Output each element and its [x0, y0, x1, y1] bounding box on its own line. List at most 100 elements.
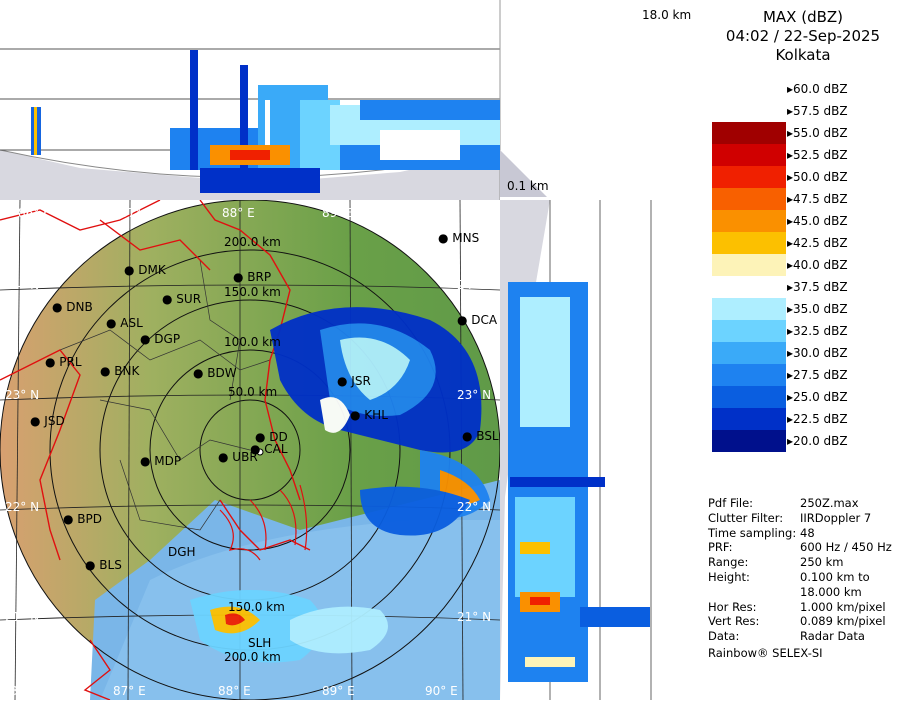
- place-mdp: ● MDP: [140, 454, 182, 468]
- color-scale-swatch: [712, 254, 786, 276]
- radar-map[interactable]: ● MNS ● DMK ● BRP ● DNB ● SUR ● ASL ● DG…: [0, 200, 500, 700]
- lat-left-21: 21° N: [5, 610, 40, 624]
- info-value: 1.000 km/pixel: [800, 599, 886, 614]
- lon-top-88: 88° E: [222, 206, 255, 220]
- lat-left-24: 24° N: [5, 278, 40, 292]
- color-scale-swatch: [712, 298, 786, 320]
- color-scale-swatch: [712, 320, 786, 342]
- place-mns: ● MNS: [438, 231, 480, 245]
- lat-left-23: 23° N: [5, 388, 40, 402]
- place-khl: ● KHL: [350, 408, 388, 422]
- lon-top-90: 90° E: [420, 206, 453, 220]
- height-top-label: 18.0 km: [642, 8, 692, 22]
- color-scale-label: ▸45.0 dBZ: [787, 214, 848, 228]
- color-scale-swatch: [712, 364, 786, 386]
- lat-left-22: 22° N: [5, 500, 40, 514]
- color-scale-label: ▸40.0 dBZ: [787, 258, 848, 272]
- info-value: 600 Hz / 450 Hz: [800, 540, 892, 555]
- height-bottom-label: 0.1 km: [507, 179, 549, 193]
- info-value: Radar Data: [800, 629, 865, 644]
- info-key: Time sampling:: [708, 525, 797, 540]
- place-bpd: ● BPD: [63, 512, 103, 526]
- info-key: Hor Res:: [708, 599, 757, 614]
- info-value: 250 km: [800, 555, 844, 570]
- color-scale-label: ▸27.5 dBZ: [787, 368, 848, 382]
- place-bsl: ● BSL: [462, 429, 499, 443]
- place-slh: SLH: [248, 636, 272, 650]
- color-scale-label: ▸42.5 dBZ: [787, 236, 848, 250]
- info-value: 0.100 km to: [800, 570, 870, 584]
- info-key: Clutter Filter:: [708, 510, 784, 525]
- ring-label-150: 150.0 km: [224, 285, 281, 299]
- color-scale-swatch: [712, 144, 786, 166]
- lon-bottom-87: 87° E: [113, 684, 146, 698]
- color-scale-swatch: [712, 342, 786, 364]
- place-dd: ● DD: [255, 430, 288, 444]
- info-value: 18.000 km: [800, 584, 862, 599]
- lon-top-89: 89° E: [322, 206, 355, 220]
- place-dca: ● DCA: [457, 313, 498, 327]
- place-jsr: ● JSR: [337, 374, 371, 388]
- ns-profile-panel: [500, 197, 700, 700]
- lat-right-21: 21° N: [457, 610, 492, 624]
- lat-right-24: 24° N: [457, 278, 492, 292]
- color-scale-label: ▸57.5 dBZ: [787, 104, 848, 118]
- place-brp: ● BRP: [233, 270, 272, 284]
- lon-bottom-90: 90° E: [425, 684, 458, 698]
- color-scale-swatch: [712, 386, 786, 408]
- color-scale-swatch: [712, 232, 786, 254]
- color-scale-swatch: [712, 276, 786, 298]
- station-label: Kolkata: [775, 46, 831, 64]
- place-dgh: DGH: [168, 545, 196, 559]
- color-scale-label: ▸47.5 dBZ: [787, 192, 848, 206]
- color-scale-label: ▸50.0 dBZ: [787, 170, 848, 184]
- place-ubr: ● UBR: [218, 450, 258, 464]
- place-jsd: ● JSD: [30, 414, 65, 428]
- ring-label-100: 100.0 km: [224, 335, 281, 349]
- color-scale-swatch: [712, 100, 786, 122]
- color-scale-label: ▸52.5 dBZ: [787, 148, 848, 162]
- color-scale-swatch: [712, 188, 786, 210]
- lon-bottom-88: 88° E: [218, 684, 251, 698]
- product-title: MAX (dBZ): [762, 8, 844, 26]
- place-bdw: ● BDW: [193, 366, 237, 380]
- color-scale-swatch: [712, 122, 786, 144]
- place-dnb: ● DNB: [52, 300, 93, 314]
- place-bnk: ● BNK: [100, 364, 140, 378]
- ring-label-south-150: 150.0 km: [228, 600, 285, 614]
- color-scale-label: ▸32.5 dBZ: [787, 324, 848, 338]
- color-scale-swatch: [712, 166, 786, 188]
- info-value: 48: [800, 525, 815, 540]
- lon-top-86: 86° E: [18, 206, 51, 220]
- place-prl: ● PRL: [45, 355, 82, 369]
- info-key: Height:: [708, 570, 750, 584]
- color-scale-label: ▸25.0 dBZ: [787, 390, 848, 404]
- place-sur: ● SUR: [162, 292, 202, 306]
- color-scale-swatch: [712, 430, 786, 452]
- info-key: Vert Res:: [708, 614, 760, 629]
- place-bls: ● BLS: [85, 558, 122, 572]
- radar-map-graphic: [0, 200, 500, 700]
- lon-bottom-86: 86° E: [10, 684, 43, 698]
- place-dmk: ● DMK: [124, 263, 166, 277]
- lat-right-22: 22° N: [457, 500, 492, 514]
- place-cal: ● CAL: [250, 442, 288, 456]
- place-asl: ● ASL: [106, 316, 143, 330]
- we-profile-panel: 18.0 km 0.1 km: [0, 0, 700, 200]
- place-dgp: ● DGP: [140, 332, 181, 346]
- footer-credit: Rainbow® SELEX-SI: [708, 646, 823, 660]
- info-value: 250Z.max: [800, 496, 859, 510]
- lon-bottom-89: 89° E: [322, 684, 355, 698]
- color-scale-swatch: [712, 78, 786, 100]
- ns-profile-graphic: [500, 200, 652, 700]
- color-scale-label: ▸37.5 dBZ: [787, 280, 848, 294]
- color-scale-label: ▸60.0 dBZ: [787, 82, 848, 96]
- info-key: Pdf File:: [708, 496, 754, 510]
- info-value: 0.089 km/pixel: [800, 614, 886, 629]
- color-scale-swatch: [712, 408, 786, 430]
- lon-top-87: 87° E: [120, 206, 153, 220]
- ring-label-200: 200.0 km: [224, 235, 281, 249]
- we-profile-graphic: [0, 0, 550, 200]
- ring-label-50: 50.0 km: [228, 385, 278, 399]
- ring-label-south-200: 200.0 km: [224, 650, 281, 664]
